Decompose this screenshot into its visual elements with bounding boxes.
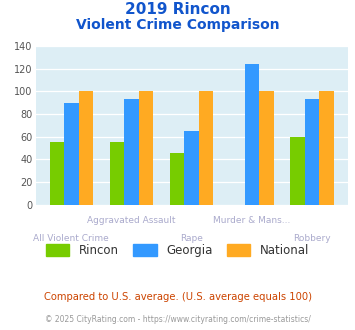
Text: Compared to U.S. average. (U.S. average equals 100): Compared to U.S. average. (U.S. average … [44,292,311,302]
Bar [245,64,259,205]
Text: Robbery: Robbery [293,234,331,243]
Bar [259,91,274,205]
Bar [50,142,64,205]
Text: Murder & Mans...: Murder & Mans... [213,216,290,225]
Text: Violent Crime Comparison: Violent Crime Comparison [76,18,279,32]
Bar [110,142,124,205]
Bar [185,131,199,205]
Bar [290,137,305,205]
Bar [170,152,185,205]
Bar [124,99,139,205]
Bar [64,103,78,205]
Bar [305,99,319,205]
Bar [78,91,93,205]
Bar [139,91,153,205]
Text: All Violent Crime: All Violent Crime [33,234,109,243]
Text: Aggravated Assault: Aggravated Assault [87,216,176,225]
Bar [319,91,334,205]
Text: © 2025 CityRating.com - https://www.cityrating.com/crime-statistics/: © 2025 CityRating.com - https://www.city… [45,315,310,324]
Bar [199,91,213,205]
Text: Rape: Rape [180,234,203,243]
Legend: Rincon, Georgia, National: Rincon, Georgia, National [46,244,309,256]
Text: 2019 Rincon: 2019 Rincon [125,2,230,16]
